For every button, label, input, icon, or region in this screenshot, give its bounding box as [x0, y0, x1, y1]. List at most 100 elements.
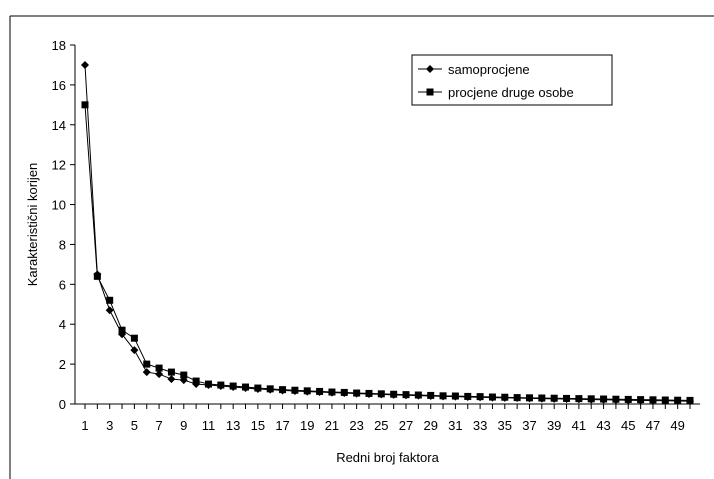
data-point-square	[624, 395, 632, 403]
data-point-square	[587, 395, 595, 403]
x-tick-label: 33	[473, 418, 487, 433]
data-point-square	[180, 371, 188, 379]
data-point-diamond	[167, 375, 176, 384]
data-point-square	[353, 389, 361, 397]
data-point-square	[451, 392, 459, 400]
x-tick-label: 19	[300, 418, 314, 433]
data-point-square	[649, 396, 657, 404]
data-point-square	[365, 389, 373, 397]
data-point-square	[81, 101, 89, 109]
data-point-square	[538, 394, 546, 402]
data-point-square	[279, 386, 287, 394]
data-point-square	[525, 394, 533, 402]
legend-marker-square	[426, 88, 434, 96]
data-point-square	[513, 394, 521, 402]
x-axis-ticks: 1 3 5 7 9 11 13 15 17 19 21 23 25 27 29 31 33 35 37 39 41 43 4…	[81, 404, 691, 433]
data-point-square	[192, 377, 200, 385]
x-axis-title: Redni broj faktora	[336, 450, 439, 465]
data-point-square	[291, 386, 299, 394]
y-tick-label: 0	[59, 397, 66, 412]
y-tick-label: 16	[52, 78, 66, 93]
x-tick-label: 35	[498, 418, 512, 433]
data-point-square	[563, 394, 571, 402]
data-point-square	[637, 396, 645, 404]
data-point-square	[118, 326, 126, 334]
legend-item-samoprocjene: samoprocjene	[418, 62, 530, 77]
data-point-square	[427, 391, 435, 399]
x-tick-label: 15	[251, 418, 265, 433]
data-point-square	[600, 395, 608, 403]
x-tick-label: 9	[180, 418, 187, 433]
x-tick-label: 17	[275, 418, 289, 433]
y-tick-label: 8	[59, 237, 66, 252]
data-point-square	[143, 360, 151, 368]
data-point-square	[106, 296, 114, 304]
x-tick-label: 5	[131, 418, 138, 433]
y-tick-label: 4	[59, 317, 66, 332]
y-axis-title: Karakteristični korijen	[25, 163, 40, 287]
x-tick-label: 25	[374, 418, 388, 433]
data-point-square	[390, 390, 398, 398]
series-line	[84, 104, 691, 401]
data-point-square	[155, 364, 163, 372]
data-point-diamond	[105, 306, 114, 315]
series-procjene-druge-osobe	[81, 101, 694, 404]
data-point-square	[414, 391, 422, 399]
legend-marker-diamond	[426, 65, 434, 73]
x-tick-label: 43	[596, 418, 610, 433]
x-tick-label: 41	[572, 418, 586, 433]
x-tick-label: 27	[399, 418, 413, 433]
data-point-square	[254, 384, 262, 392]
data-point-square	[217, 381, 225, 389]
x-tick-label: 37	[522, 418, 536, 433]
data-point-square	[674, 396, 682, 404]
data-point-square	[476, 393, 484, 401]
data-point-square	[439, 392, 447, 400]
x-tick-label: 1	[81, 418, 88, 433]
data-point-square	[93, 272, 101, 280]
data-point-square	[340, 388, 348, 396]
legend-item-procjene-druge-osobe: procjene druge osobe	[418, 85, 574, 100]
data-point-diamond	[155, 370, 164, 379]
x-tick-label: 21	[325, 418, 339, 433]
data-point-diamond	[142, 368, 151, 377]
legend-box	[411, 54, 613, 106]
series-samoprocjene	[81, 60, 694, 406]
data-point-square	[501, 393, 509, 401]
data-point-square	[328, 388, 336, 396]
data-point-square	[266, 385, 274, 393]
data-point-square	[550, 394, 558, 402]
series-line	[84, 64, 691, 402]
legend: samoprocjene procjene druge osobe	[411, 54, 613, 106]
chart-frame	[9, 15, 714, 479]
data-point-square	[377, 390, 385, 398]
data-point-square	[242, 383, 250, 391]
y-tick-label: 6	[59, 277, 66, 292]
y-tick-label: 10	[52, 198, 66, 213]
x-tick-label: 29	[423, 418, 437, 433]
data-point-square	[612, 395, 620, 403]
x-tick-label: 49	[670, 418, 684, 433]
legend-label-samoprocjene: samoprocjene	[448, 62, 530, 77]
y-tick-label: 2	[59, 357, 66, 372]
data-point-square	[661, 396, 669, 404]
data-point-square	[130, 334, 138, 342]
data-point-diamond	[130, 346, 139, 355]
x-tick-label: 45	[621, 418, 635, 433]
data-point-square	[303, 387, 311, 395]
data-point-square	[488, 393, 496, 401]
data-point-square	[204, 380, 212, 388]
data-point-square	[167, 368, 175, 376]
y-tick-label: 18	[52, 38, 66, 53]
data-point-square	[316, 387, 324, 395]
data-point-square	[686, 396, 694, 404]
y-tick-label: 14	[52, 118, 66, 133]
x-tick-label: 31	[448, 418, 462, 433]
data-point-square	[402, 391, 410, 399]
x-tick-label: 7	[155, 418, 162, 433]
x-tick-label: 39	[547, 418, 561, 433]
series-layer	[81, 60, 694, 406]
data-point-square	[229, 382, 237, 390]
